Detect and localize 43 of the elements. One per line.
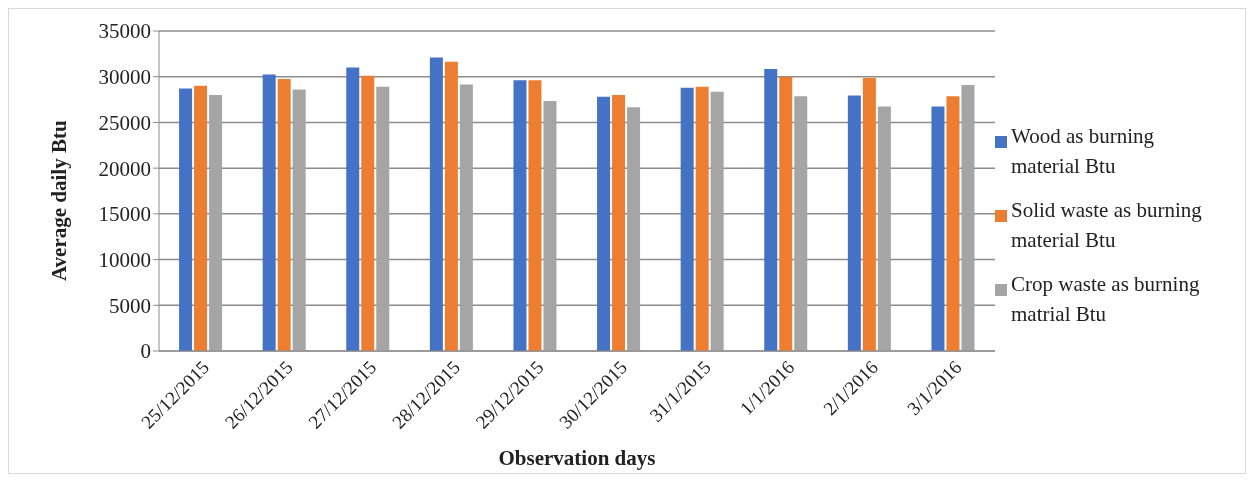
bar <box>710 91 724 351</box>
bar <box>764 68 778 351</box>
bar <box>513 80 527 351</box>
bar <box>361 75 375 351</box>
bar <box>680 87 694 351</box>
bar <box>429 57 443 351</box>
bar <box>459 84 473 351</box>
bar <box>612 95 626 351</box>
y-tick-label: 0 <box>140 339 151 364</box>
bar <box>346 67 360 351</box>
bar <box>961 84 975 351</box>
bar <box>376 86 390 351</box>
bar <box>277 79 291 351</box>
y-tick-label: 5000 <box>109 293 151 318</box>
y-axis-title: Average daily Btu <box>47 120 72 281</box>
bar <box>209 95 223 351</box>
bar <box>695 86 709 351</box>
bar <box>194 85 208 351</box>
y-tick-label: 15000 <box>98 202 151 227</box>
bar <box>543 100 557 351</box>
x-axis-title: Observation days <box>498 446 656 470</box>
bar <box>946 96 960 351</box>
y-tick-label: 10000 <box>98 248 151 273</box>
bar <box>862 78 876 351</box>
legend-label: Wood as burning material Btu <box>1011 123 1155 180</box>
legend-label: Solid waste as burning material Btu <box>1011 197 1203 254</box>
bar <box>847 95 861 351</box>
legend-label: Crop waste as burning matrial Btu <box>1011 271 1201 328</box>
bar <box>528 80 542 351</box>
bar <box>262 74 276 351</box>
bar <box>597 96 611 351</box>
y-tick-label: 35000 <box>98 19 151 44</box>
bar <box>444 61 458 351</box>
bar <box>794 96 808 351</box>
bar <box>292 89 306 351</box>
y-tick-label: 30000 <box>98 65 151 90</box>
bar <box>627 107 641 351</box>
bar <box>179 88 193 351</box>
bar <box>779 76 793 351</box>
y-tick-label: 20000 <box>98 156 151 181</box>
bar <box>931 106 945 351</box>
y-tick-label: 25000 <box>98 110 151 135</box>
bar <box>877 106 891 351</box>
